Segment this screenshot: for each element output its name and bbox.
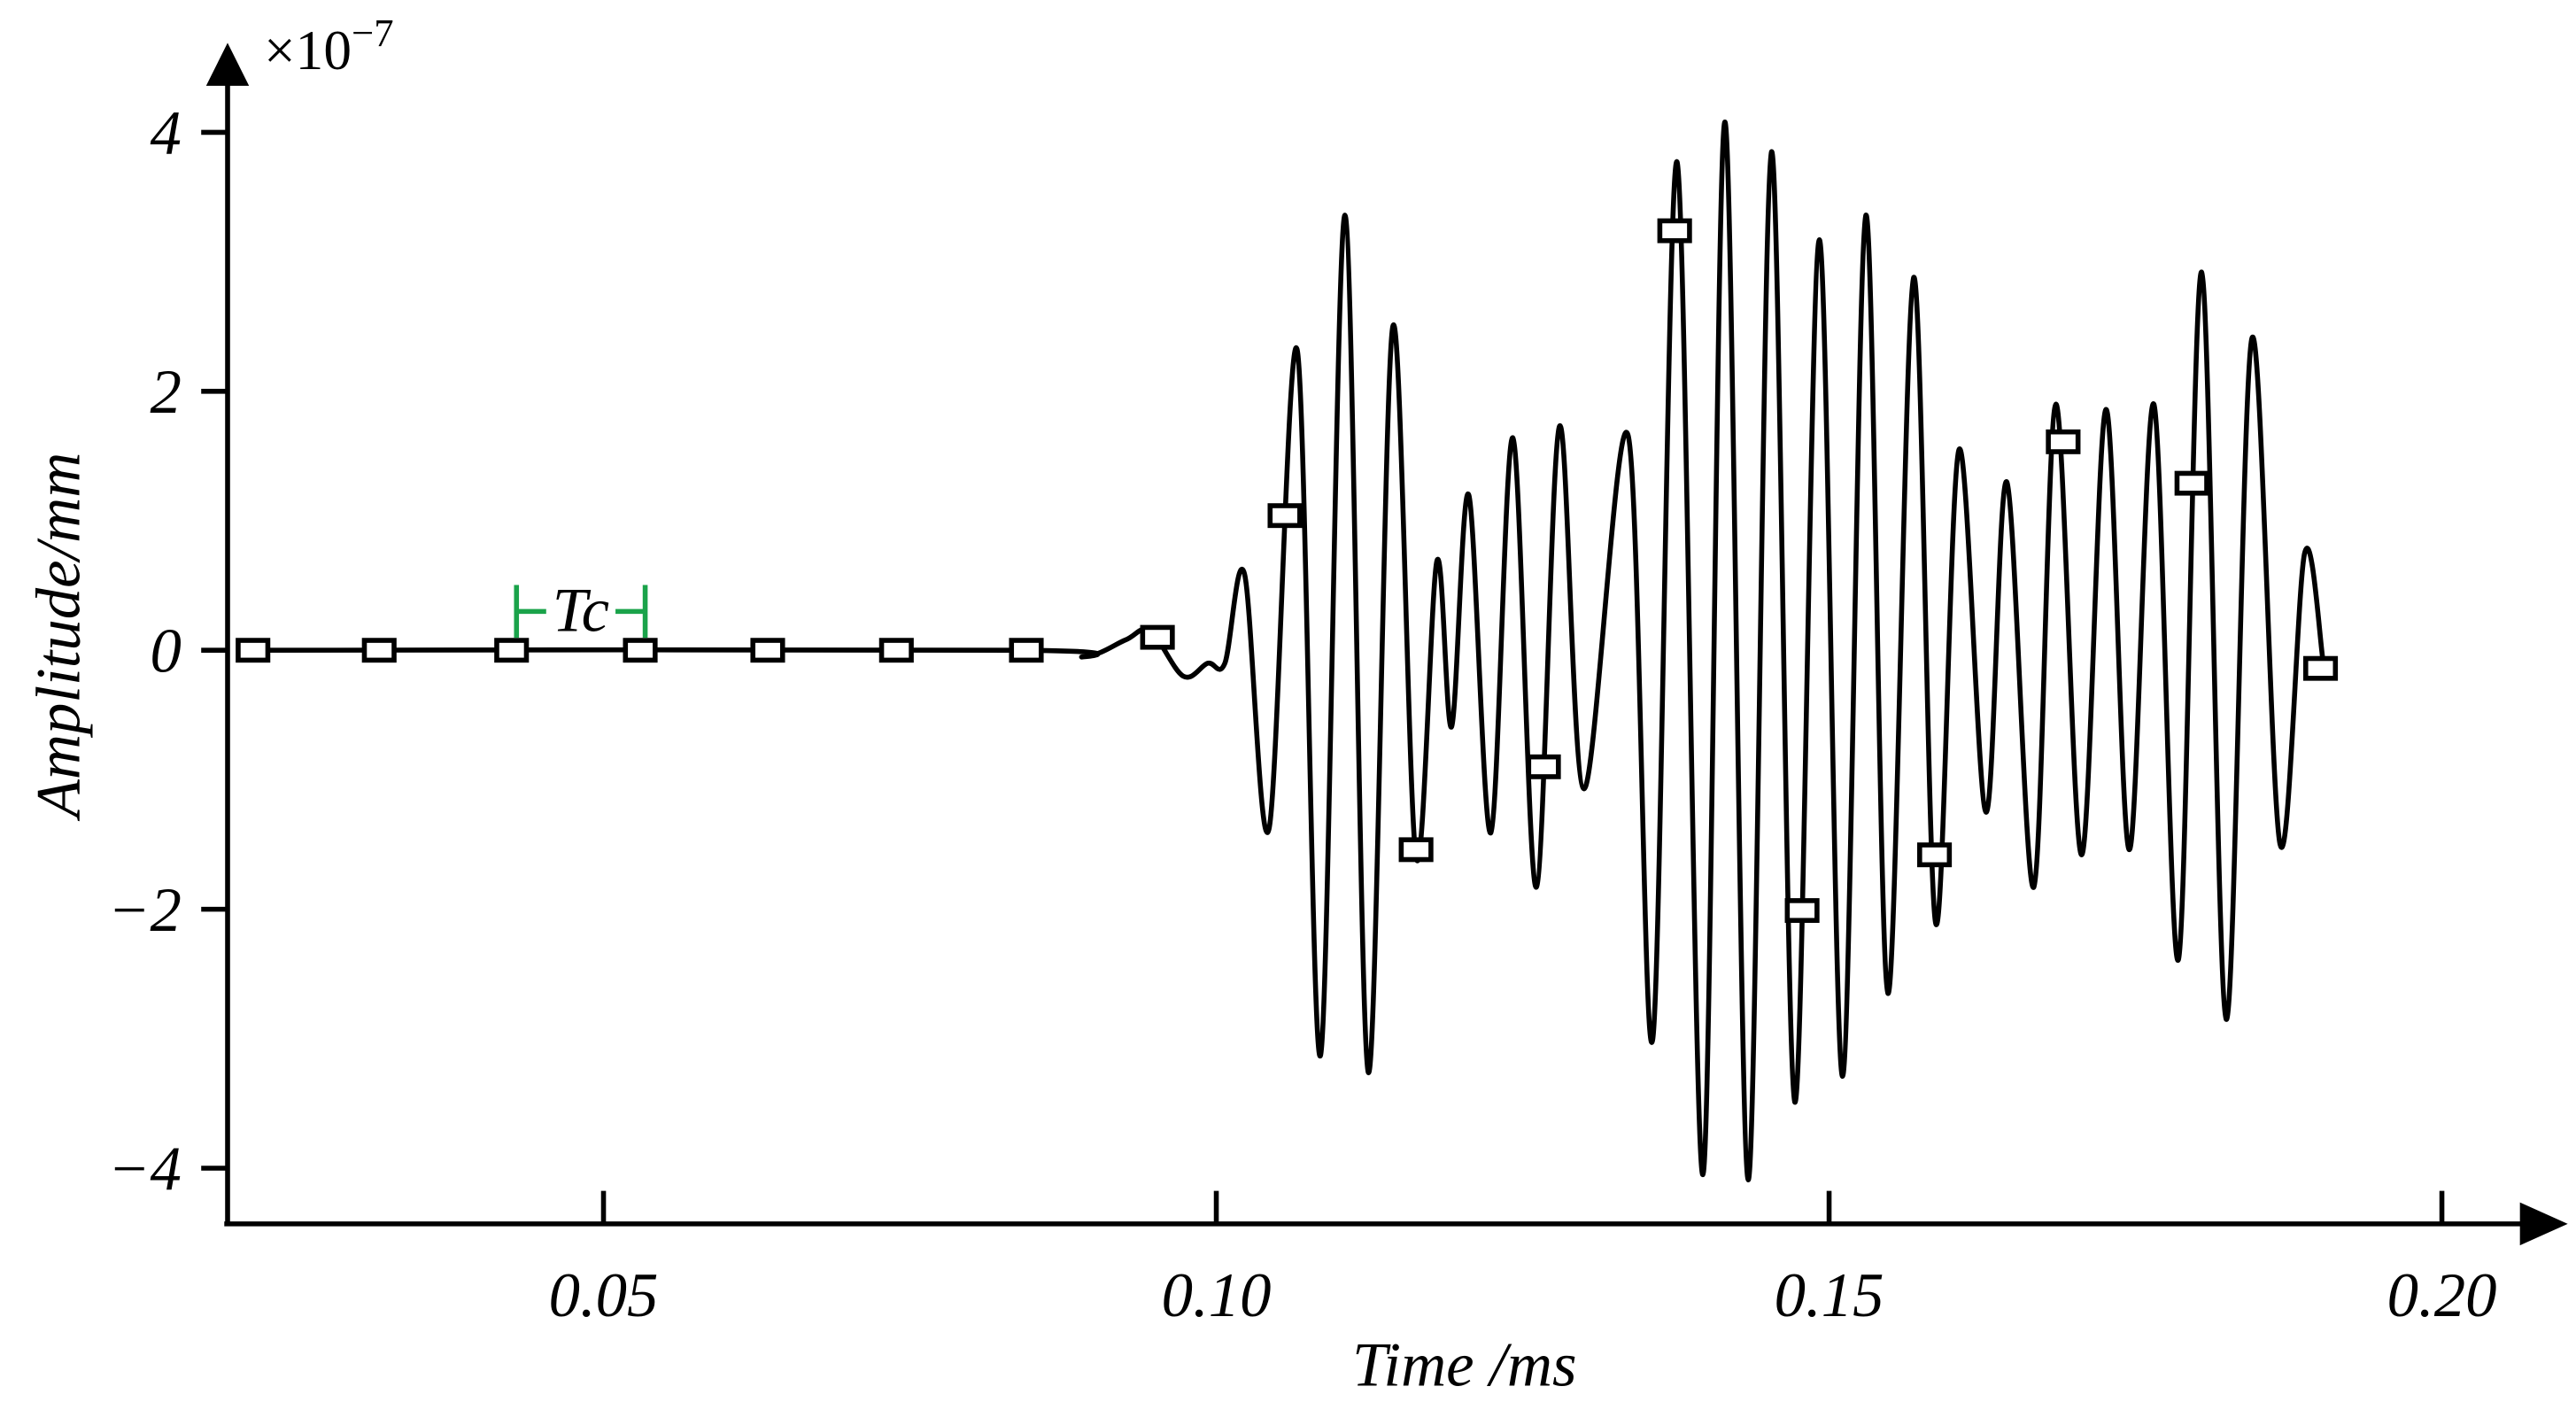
square-marker bbox=[1526, 754, 1561, 779]
annotation-label: Tc bbox=[553, 577, 609, 646]
y-tick-label: 0 bbox=[150, 616, 181, 686]
square-marker bbox=[2174, 470, 2209, 496]
x-tick-label: 0.15 bbox=[1775, 1261, 1884, 1330]
y-multiplier: ×10−7 bbox=[264, 11, 394, 81]
y-tick-label: −4 bbox=[108, 1135, 182, 1204]
x-axis-arrow bbox=[2519, 1202, 2568, 1246]
x-axis-title: Time /ms bbox=[1352, 1330, 1577, 1399]
square-marker bbox=[236, 638, 271, 663]
y-tick-label: 4 bbox=[150, 99, 181, 168]
square-marker bbox=[1009, 638, 1044, 663]
multiplier-base: ×10 bbox=[264, 19, 352, 81]
waveform-line bbox=[244, 119, 2326, 1182]
square-marker bbox=[878, 638, 914, 663]
square-marker bbox=[361, 638, 397, 663]
square-marker bbox=[1784, 898, 1820, 924]
square-marker bbox=[1267, 503, 1303, 529]
x-tick-label: 0.05 bbox=[549, 1261, 659, 1330]
y-axis-title: Amplitude/mm bbox=[24, 453, 93, 822]
square-marker bbox=[623, 638, 658, 663]
square-marker bbox=[2046, 429, 2081, 454]
x-tick-label: 0.10 bbox=[1162, 1261, 1272, 1330]
square-marker bbox=[1398, 837, 1434, 863]
x-tick-label: 0.20 bbox=[2387, 1261, 2497, 1330]
square-marker bbox=[2302, 655, 2339, 681]
square-marker bbox=[494, 638, 530, 663]
multiplier-exponent: −7 bbox=[352, 11, 394, 55]
square-marker bbox=[1917, 842, 1953, 868]
y-tick-label: 2 bbox=[150, 358, 181, 427]
y-tick-label: −2 bbox=[108, 876, 182, 945]
y-axis-arrow bbox=[205, 43, 250, 86]
square-marker bbox=[1140, 624, 1175, 650]
square-marker bbox=[1657, 218, 1692, 244]
square-marker bbox=[750, 638, 785, 663]
axes bbox=[205, 43, 2568, 1246]
